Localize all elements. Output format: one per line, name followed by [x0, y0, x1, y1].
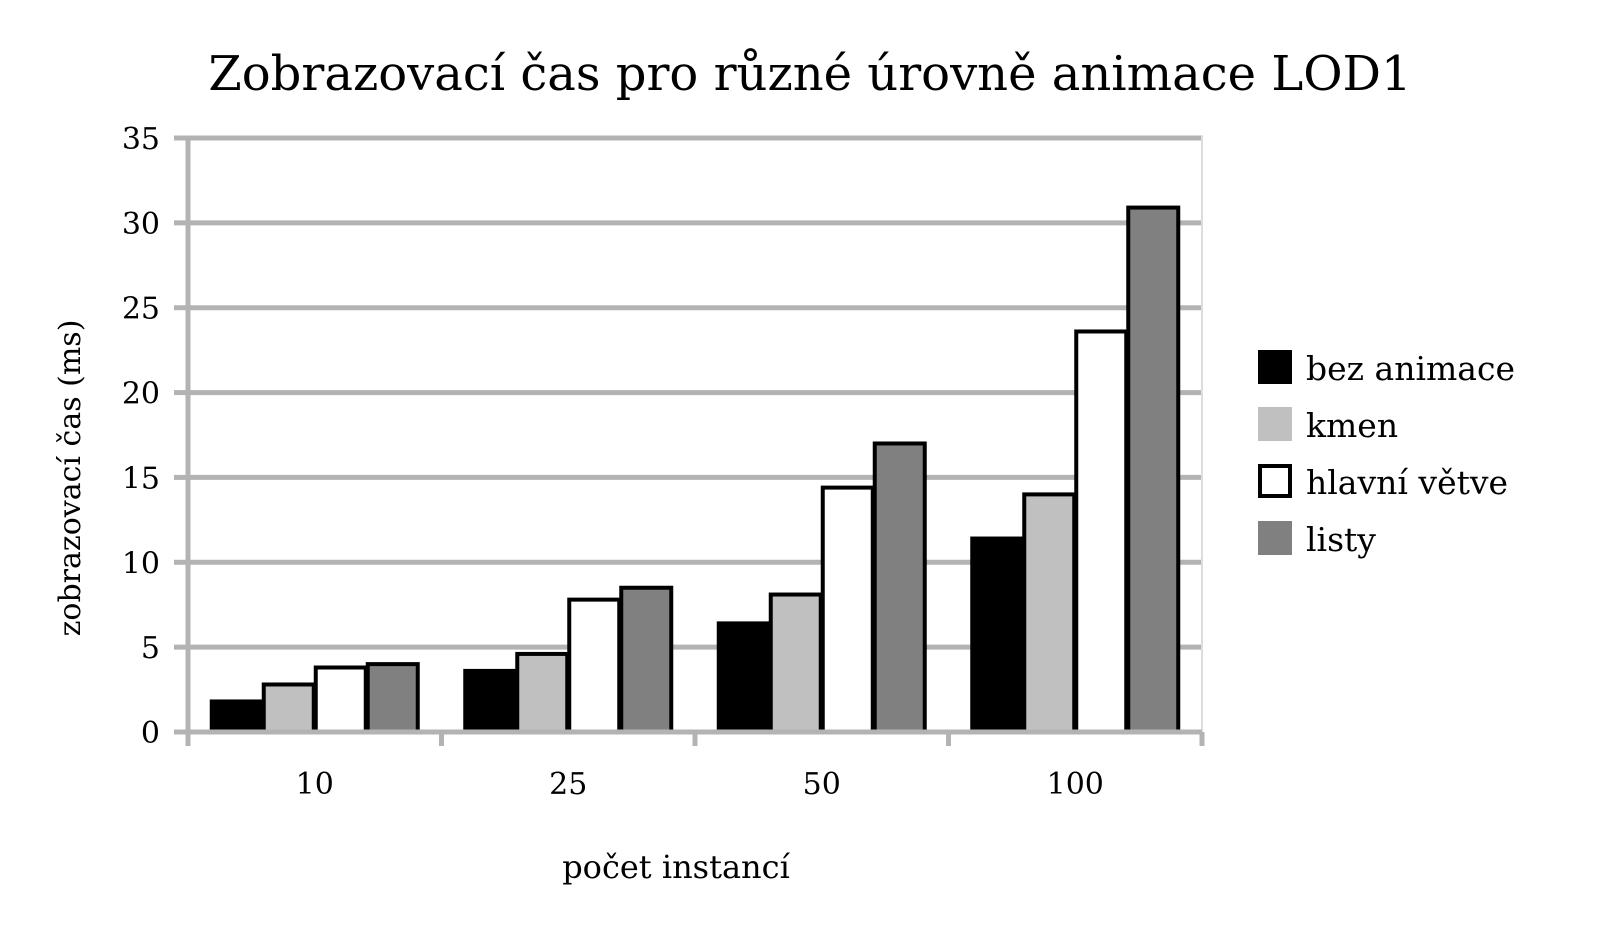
bar-50-3: [872, 441, 927, 734]
bar-100-1: [1022, 492, 1077, 734]
axes: 0 5 10 15 20 25 30 35 10 25 50 100: [122, 122, 1205, 802]
y-tick-label: 35: [122, 122, 160, 157]
y-tick-label: 25: [122, 292, 160, 327]
bar-25-0: [463, 668, 518, 734]
bar-25-1: [515, 651, 570, 735]
y-tick-label: 30: [122, 207, 160, 242]
bar-10-2: [313, 665, 368, 734]
chart-title: Zobrazovací čas pro různé úrovně animace…: [208, 46, 1411, 102]
bars: [209, 205, 1181, 735]
bar-100-2: [1074, 329, 1129, 734]
y-tick-label: 15: [122, 461, 160, 496]
bar-100-0: [970, 536, 1025, 734]
legend: bez animace kmen hlavní větve listy: [1258, 349, 1515, 559]
bar-50-2: [820, 485, 875, 734]
x-tick-label: 25: [549, 767, 587, 802]
legend-swatch: [1258, 350, 1292, 384]
bar-50-1: [768, 592, 823, 734]
x-axis-label: počet instancí: [562, 848, 790, 886]
bar-10-0: [209, 699, 264, 734]
x-tick-label: 10: [296, 767, 334, 802]
legend-label: kmen: [1306, 406, 1398, 445]
legend-swatch: [1258, 407, 1292, 441]
y-tick-label: 5: [141, 631, 160, 666]
bar-25-3: [619, 585, 674, 734]
y-tick-label: 0: [141, 716, 160, 751]
x-tick-label: 100: [1047, 767, 1104, 802]
legend-swatch: [1258, 464, 1292, 498]
legend-label: listy: [1306, 520, 1376, 559]
legend-label: hlavní větve: [1306, 463, 1508, 502]
legend-swatch: [1258, 521, 1292, 555]
bar-50-0: [716, 621, 771, 735]
bar-100-3: [1126, 205, 1181, 734]
legend-label: bez animace: [1306, 349, 1515, 388]
grid-lines: [188, 135, 1203, 732]
x-tick-label: 50: [803, 767, 841, 802]
y-tick-label: 10: [122, 546, 160, 581]
bar-10-1: [261, 682, 316, 734]
y-tick-label: 20: [122, 377, 160, 412]
bar-25-2: [567, 597, 622, 734]
y-axis-label: zobrazovací čas (ms): [53, 320, 88, 637]
bar-10-3: [365, 662, 420, 734]
